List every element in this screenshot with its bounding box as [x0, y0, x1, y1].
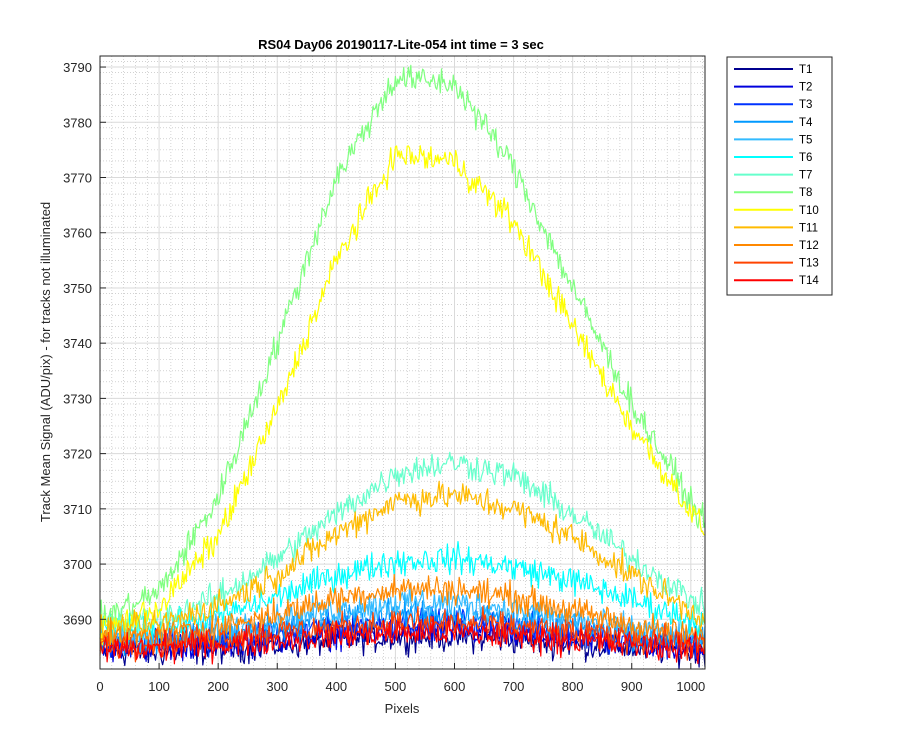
legend-label-T6: T6 — [799, 152, 812, 164]
chart-title: RS04 Day06 20190117-Lite-054 int time = … — [258, 37, 544, 52]
legend-label-T14: T14 — [799, 275, 819, 287]
plot-area-frame — [99, 55, 706, 670]
x-tick-label: 900 — [621, 679, 643, 694]
legend-label-T10: T10 — [799, 205, 819, 217]
series-line-T7 — [99, 451, 706, 633]
y-tick-label: 3750 — [63, 281, 92, 296]
legend: T1 T2 T3 T4 T5 T6 T7 T8 T10 T11 T12 T13 T14 — [726, 56, 833, 296]
y-axis: 3690 3700 3710 3720 3730 3740 3750 3760 3770 3780… — [63, 60, 106, 627]
series-line-T6 — [99, 540, 706, 646]
series-line-T14 — [99, 615, 706, 665]
legend-label-T3: T3 — [799, 99, 812, 111]
y-tick-label: 3700 — [63, 557, 92, 572]
x-tick-label: 700 — [503, 679, 525, 694]
legend-label-T1: T1 — [799, 64, 812, 76]
minor-grid — [100, 56, 705, 670]
legend-label-T8: T8 — [799, 187, 812, 199]
legend-label-T2: T2 — [799, 82, 812, 94]
y-tick-label: 3710 — [63, 502, 92, 517]
y-axis-label: Track Mean Signal (ADU/pix) - for tracks… — [38, 202, 53, 522]
y-tick-label: 3720 — [63, 447, 92, 462]
x-tick-label: 800 — [562, 679, 584, 694]
x-tick-label: 500 — [385, 679, 407, 694]
series-layer — [99, 64, 706, 670]
y-tick-label: 3770 — [63, 170, 92, 185]
x-tick-label: 200 — [207, 679, 229, 694]
legend-label-T13: T13 — [799, 258, 819, 270]
legend-label-T7: T7 — [799, 170, 812, 182]
y-tick-label: 3740 — [63, 336, 92, 351]
series-line-T5 — [99, 584, 706, 654]
x-axis: 0 100 200 300 400 500 600 700 800 900 1000 — [96, 663, 705, 694]
x-axis-label: Pixels — [385, 701, 420, 716]
series-line-T10 — [99, 145, 705, 646]
legend-box — [726, 56, 833, 296]
x-tick-label: 400 — [325, 679, 347, 694]
legend-label-T4: T4 — [799, 117, 813, 129]
legend-label-T5: T5 — [799, 134, 812, 146]
x-tick-label: 300 — [266, 679, 288, 694]
x-tick-label: 600 — [444, 679, 466, 694]
y-tick-label: 3790 — [63, 60, 92, 75]
legend-label-T11: T11 — [799, 222, 818, 234]
y-tick-label: 3730 — [63, 391, 92, 406]
y-tick-label: 3760 — [63, 226, 92, 241]
x-tick-label: 0 — [96, 679, 103, 694]
y-tick-label: 3780 — [63, 115, 92, 130]
series-line-T8 — [99, 64, 706, 632]
major-grid — [99, 56, 705, 669]
x-tick-label: 1000 — [676, 679, 705, 694]
legend-label-T12: T12 — [799, 240, 819, 252]
y-tick-label: 3690 — [63, 612, 92, 627]
series-line-T11 — [99, 480, 706, 646]
x-tick-label: 100 — [148, 679, 170, 694]
series-line-T13 — [99, 605, 706, 663]
